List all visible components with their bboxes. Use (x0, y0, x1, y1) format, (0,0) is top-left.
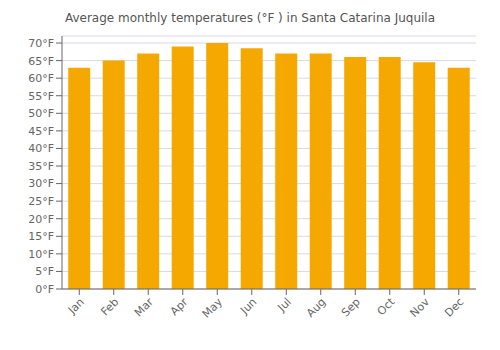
html-text:Average monthly temperatures (: Average monthly temperatures (°F ) in Sa… (64, 11, 435, 25)
svg-text:0°F: 0°F (35, 283, 54, 296)
svg-text:Oct: Oct (375, 295, 398, 318)
svg-text:Nov: Nov (408, 295, 433, 320)
svg-text:May: May (200, 295, 226, 321)
svg-text:Sep: Sep (339, 295, 363, 319)
svg-text:20°F: 20°F (28, 213, 54, 226)
svg-text:35°F: 35°F (28, 160, 54, 173)
svg-text:60°F: 60°F (28, 72, 54, 85)
svg-text:70°F: 70°F (28, 37, 54, 50)
svg-text:Apr: Apr (168, 295, 191, 318)
svg-text:Jun: Jun (237, 295, 259, 317)
svg-text:5°F: 5°F (35, 265, 54, 278)
svg-text:Jan: Jan (65, 295, 87, 317)
svg-text:Aug: Aug (304, 295, 328, 319)
svg-text:40°F: 40°F (28, 142, 54, 155)
svg-text:15°F: 15°F (28, 230, 54, 243)
svg-text:Dec: Dec (442, 295, 466, 319)
svg-text:10°F: 10°F (28, 248, 54, 261)
svg-text:Feb: Feb (98, 295, 121, 318)
svg-text:30°F: 30°F (28, 177, 54, 190)
svg-text:65°F: 65°F (28, 55, 54, 68)
svg-text:Jul: Jul (275, 295, 294, 314)
svg-text:Mar: Mar (132, 295, 156, 319)
svg-text:55°F: 55°F (28, 90, 54, 103)
svg-text:45°F: 45°F (28, 125, 54, 138)
svg-text:50°F: 50°F (28, 107, 54, 120)
svg-text:25°F: 25°F (28, 195, 54, 208)
